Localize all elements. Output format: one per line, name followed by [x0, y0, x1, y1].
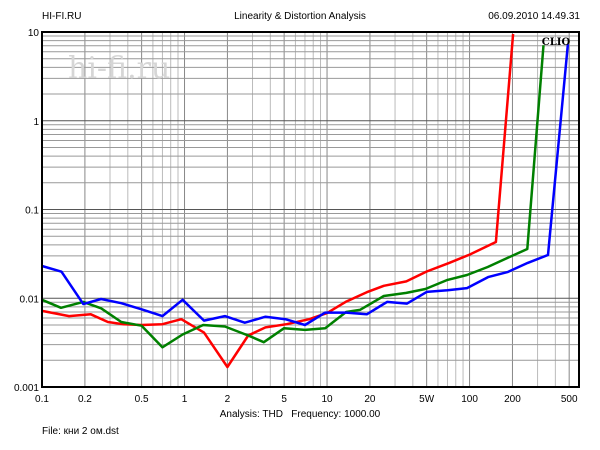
datetime-label: 06.09.2010 14.49.31 — [488, 11, 580, 22]
x-tick-label: 1 — [182, 394, 188, 405]
analysis-label: Analysis: THD Frequency: 1000.00 — [220, 409, 381, 420]
y-tick-labels: 10 1 0.1 0.01 0.001 — [14, 28, 39, 394]
plot-frame — [41, 31, 580, 388]
clio-logo: CLIO — [542, 37, 571, 48]
file-label: File: кни 2 ом.dst — [42, 426, 119, 437]
x-tick-label: 500 — [561, 394, 578, 405]
y-tick-label: 10 — [28, 28, 40, 39]
x-tick-label: 200 — [504, 394, 521, 405]
x-tick-label: 0.1 — [35, 394, 49, 405]
x-tick-label: 2 — [225, 394, 231, 405]
x-tick-label: 5 — [281, 394, 287, 405]
x-tick-labels: 0.1 0.2 0.5 1 2 5 10 20 5W 100 200 500 — [35, 394, 578, 405]
chart-title: Linearity & Distortion Analysis — [234, 11, 366, 22]
x-tick-label: 5W — [419, 394, 435, 405]
y-tick-label: 1 — [33, 117, 39, 128]
x-tick-label: 0.5 — [135, 394, 149, 405]
x-tick-label: 0.2 — [78, 394, 92, 405]
series-line-red — [41, 33, 515, 369]
x-tick-label: 20 — [364, 394, 376, 405]
y-tick-label: 0.01 — [20, 294, 40, 305]
watermark: hi-fi.ru — [68, 51, 170, 86]
y-tick-label: 0.001 — [14, 383, 39, 394]
x-tick-label: 100 — [461, 394, 478, 405]
site-label: HI-FI.RU — [42, 11, 81, 22]
series-line-blue — [41, 43, 570, 327]
series-group — [41, 33, 570, 369]
x-tick-label: 10 — [321, 394, 333, 405]
series-line-green — [41, 45, 545, 349]
y-tick-label: 0.1 — [25, 206, 39, 217]
